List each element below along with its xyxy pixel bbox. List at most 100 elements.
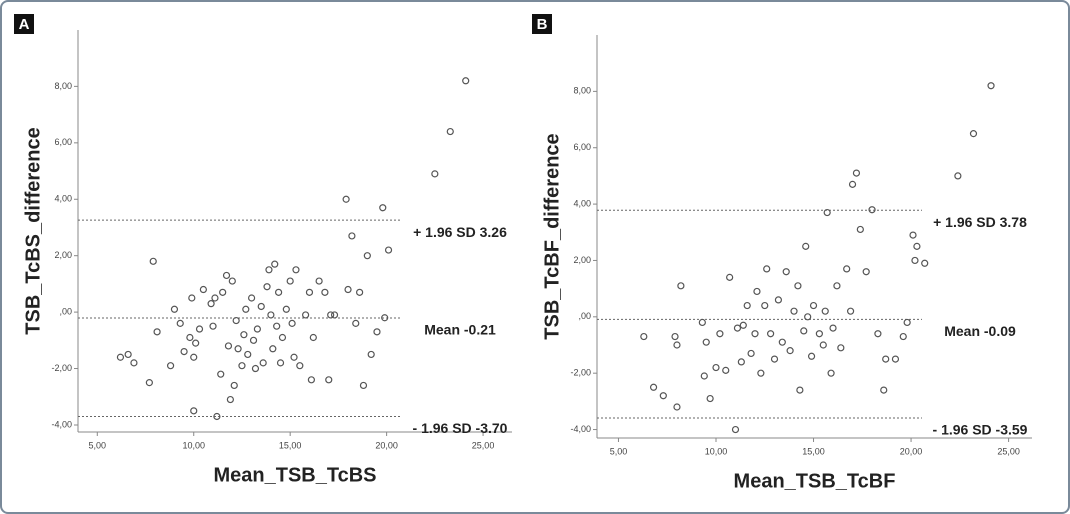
x-tick-label: 10,00 xyxy=(705,446,728,456)
y-tick-label: ,00 xyxy=(578,311,591,321)
data-point xyxy=(381,314,389,322)
data-point xyxy=(273,322,281,330)
data-point xyxy=(259,359,267,367)
data-point xyxy=(790,307,798,315)
data-point xyxy=(911,256,919,265)
data-point xyxy=(267,311,275,319)
data-point xyxy=(821,307,829,315)
data-point xyxy=(882,355,890,363)
data-point xyxy=(712,363,720,372)
data-point xyxy=(292,266,300,274)
data-point xyxy=(240,331,248,339)
data-point xyxy=(275,288,283,296)
data-point xyxy=(249,336,258,344)
data-point xyxy=(856,225,864,234)
y-tick-label: 4,00 xyxy=(573,198,591,208)
y-tick-label: -2,00 xyxy=(51,363,72,373)
data-point xyxy=(253,325,261,333)
data-point xyxy=(753,287,761,296)
panel-label-box xyxy=(532,14,552,34)
data-point xyxy=(868,206,876,214)
data-point xyxy=(373,328,381,336)
data-point xyxy=(899,332,907,341)
data-point xyxy=(213,412,221,421)
data-point xyxy=(794,282,802,290)
data-point xyxy=(271,260,279,268)
data-point xyxy=(170,305,179,313)
reference-label: + 1.96 SD 3.78 xyxy=(933,214,1027,230)
data-point xyxy=(848,180,857,188)
data-point xyxy=(733,324,742,332)
data-point xyxy=(352,319,360,327)
data-point xyxy=(130,359,138,367)
data-point xyxy=(673,403,681,411)
data-point xyxy=(307,376,315,384)
data-point xyxy=(852,169,861,177)
data-point xyxy=(278,333,287,342)
data-point xyxy=(747,349,755,358)
data-point xyxy=(823,208,831,217)
data-point xyxy=(153,328,161,336)
data-point xyxy=(234,345,242,353)
y-tick-label: ,00 xyxy=(59,306,72,316)
x-axis-title: Mean_TSB_TcBF xyxy=(734,470,896,492)
data-point xyxy=(827,369,835,377)
x-tick-label: 25,00 xyxy=(472,440,495,450)
data-point xyxy=(379,204,387,212)
data-point xyxy=(224,342,233,350)
data-point xyxy=(763,265,771,273)
data-point xyxy=(804,313,812,321)
data-point xyxy=(282,305,290,313)
reference-label: Mean -0.21 xyxy=(424,322,496,338)
data-point xyxy=(290,353,298,361)
x-axis-title: Mean_TSB_TcBS xyxy=(213,464,376,486)
data-point xyxy=(276,359,285,367)
data-point xyxy=(833,282,841,290)
x-tick-label: 15,00 xyxy=(279,440,302,450)
data-point xyxy=(737,358,745,366)
x-tick-label: 25,00 xyxy=(997,446,1020,456)
data-point xyxy=(462,77,470,85)
data-point xyxy=(230,381,238,390)
data-point xyxy=(286,277,294,285)
data-point xyxy=(217,370,225,378)
y-axis-title: TSB_TcBF_difference xyxy=(541,133,563,339)
data-point xyxy=(363,252,371,260)
data-point xyxy=(145,379,153,387)
x-tick-label: 20,00 xyxy=(900,446,923,456)
data-point xyxy=(232,316,240,325)
data-point xyxy=(722,366,730,374)
data-point xyxy=(257,302,265,311)
data-point xyxy=(124,350,132,359)
data-point xyxy=(862,268,870,276)
data-point xyxy=(807,352,816,360)
y-tick-label: 2,00 xyxy=(54,250,72,260)
data-point xyxy=(248,294,256,302)
x-tick-label: 20,00 xyxy=(375,440,398,450)
data-point xyxy=(796,386,804,394)
data-point xyxy=(829,324,837,332)
data-point xyxy=(698,318,706,327)
data-point xyxy=(786,347,794,355)
data-point xyxy=(659,392,667,400)
data-point xyxy=(348,232,356,240)
data-point xyxy=(774,296,783,304)
data-point xyxy=(149,257,157,265)
data-point xyxy=(251,364,260,373)
data-point xyxy=(880,386,888,394)
data-point xyxy=(242,305,250,313)
data-point xyxy=(671,332,679,341)
data-point xyxy=(673,341,681,349)
x-tick-label: 5,00 xyxy=(610,446,628,456)
data-point xyxy=(180,348,188,356)
data-point xyxy=(327,311,335,319)
data-point xyxy=(903,318,911,327)
data-point xyxy=(987,82,995,90)
reference-label: Mean -0.09 xyxy=(944,323,1016,339)
data-point xyxy=(188,294,196,302)
data-point xyxy=(767,330,775,338)
y-tick-label: 6,00 xyxy=(54,137,72,147)
data-point xyxy=(199,285,207,294)
y-axis-title: TSB_TcBS_difference xyxy=(22,127,44,334)
